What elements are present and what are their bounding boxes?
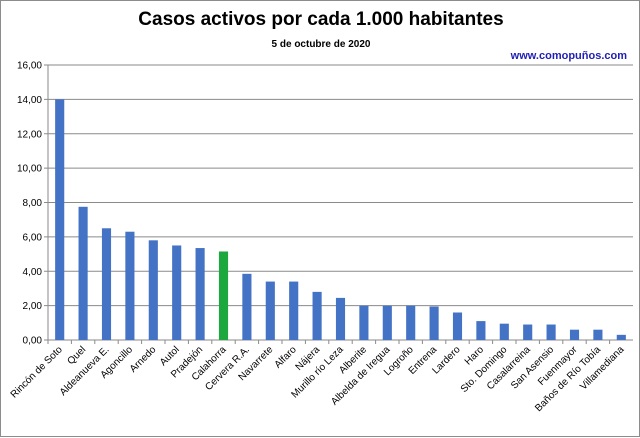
bar	[593, 329, 603, 340]
x-tick-label: Arnedo	[128, 344, 159, 375]
bar	[523, 324, 533, 340]
bar	[172, 245, 182, 340]
bar	[406, 305, 416, 340]
y-tick-label: 4,00	[23, 267, 43, 278]
y-tick-label: 6,00	[23, 232, 43, 243]
bar	[476, 321, 486, 340]
bar	[289, 281, 299, 340]
bar	[242, 273, 252, 340]
bar	[335, 297, 346, 340]
bar	[569, 329, 580, 340]
y-tick-label: 2,00	[23, 301, 43, 312]
bar	[382, 305, 392, 340]
bar	[546, 324, 556, 340]
y-tick-label: 14,00	[17, 95, 42, 106]
chart-title: Casos activos por cada 1.000 habitantes	[138, 9, 504, 30]
bar	[195, 248, 205, 340]
bar	[312, 291, 322, 340]
bar	[101, 228, 112, 340]
bar	[148, 240, 158, 340]
y-tick-label: 16,00	[17, 61, 42, 72]
bar	[78, 206, 88, 340]
source-label: www.comopuños.com	[510, 50, 627, 62]
bar	[55, 99, 65, 340]
bar	[429, 306, 439, 340]
bar	[616, 334, 626, 340]
y-tick-label: 12,00	[17, 129, 42, 140]
bar	[218, 251, 229, 340]
bar	[452, 312, 463, 340]
y-tick-label: 10,00	[17, 164, 42, 175]
y-tick-label: 0,00	[23, 336, 43, 347]
bar	[499, 323, 509, 340]
bar	[359, 305, 369, 340]
chart-subtitle: 5 de octubre de 2020	[271, 39, 371, 50]
x-tick-label: Rincón de Soto	[9, 344, 65, 400]
bar	[125, 231, 135, 340]
bar	[265, 281, 275, 340]
y-tick-label: 8,00	[23, 198, 43, 209]
